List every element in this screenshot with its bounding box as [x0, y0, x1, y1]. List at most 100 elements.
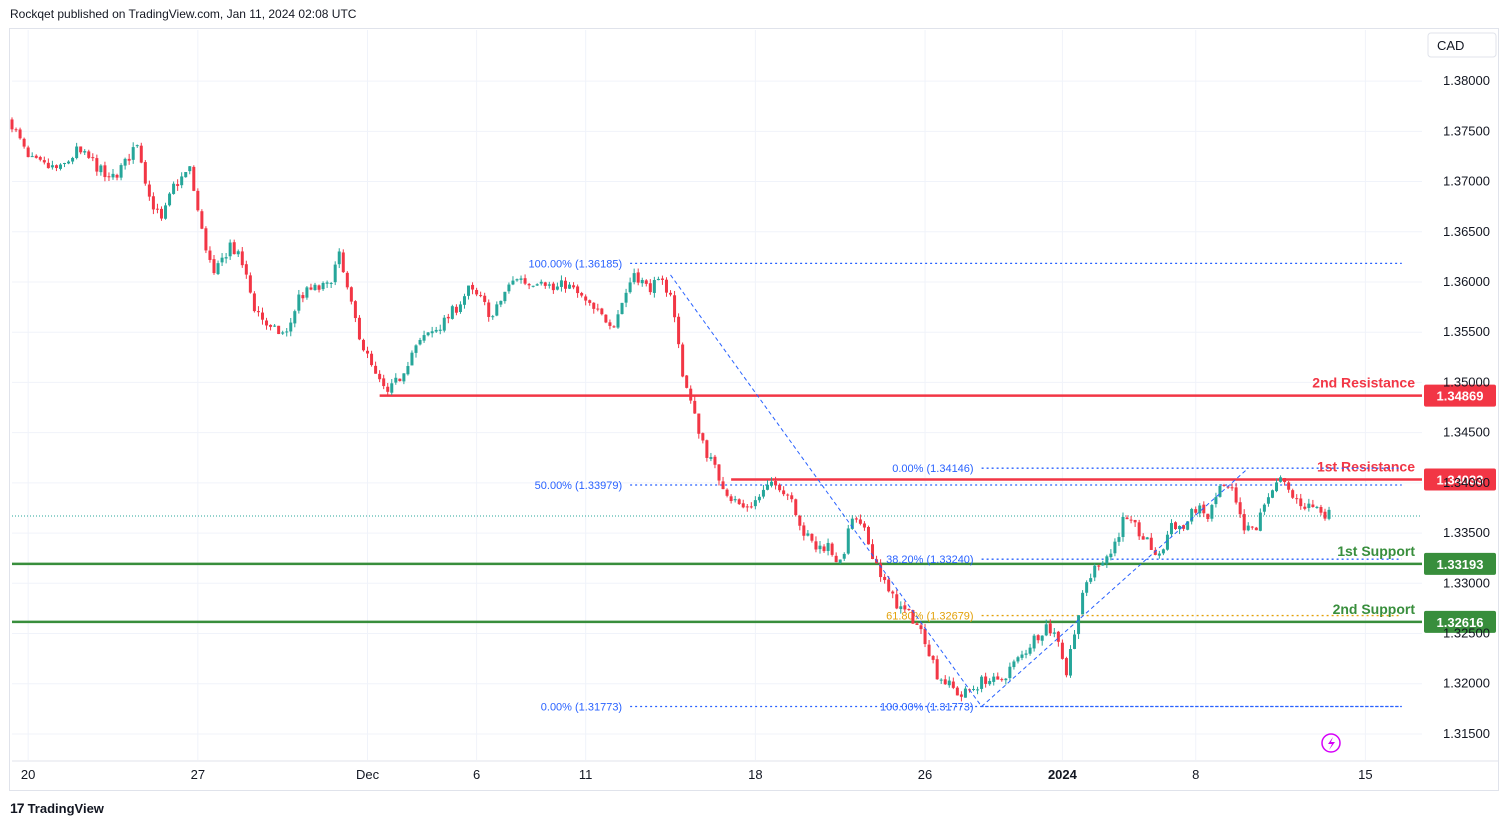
- candle-body: [1315, 506, 1319, 509]
- candle-body: [462, 296, 466, 305]
- candle-body: [426, 332, 430, 336]
- candle-body: [810, 533, 814, 541]
- candle-body: [127, 158, 131, 161]
- candle-body: [1020, 654, 1024, 658]
- candle-body: [511, 280, 515, 285]
- candle-body: [321, 282, 325, 290]
- candle-body: [943, 679, 947, 685]
- candle-body: [519, 278, 523, 280]
- candle-body: [1004, 678, 1008, 681]
- candle-body: [475, 289, 479, 295]
- candle-body: [446, 316, 450, 319]
- fib-level-label: 100.00% (1.36185): [529, 258, 623, 270]
- y-tick-label: 1.36000: [1443, 274, 1490, 289]
- tradingview-brand[interactable]: 17 TradingView: [10, 800, 104, 816]
- candle-body: [232, 242, 236, 255]
- candle-body: [507, 284, 511, 292]
- candle-body: [269, 324, 273, 327]
- candle-body: [656, 278, 660, 281]
- candle-body: [337, 251, 341, 265]
- candle-body: [289, 322, 293, 332]
- candle-body: [911, 610, 915, 624]
- candle-body: [172, 183, 176, 194]
- candle-body: [333, 264, 337, 283]
- candle-body: [107, 176, 111, 178]
- level-price-badge: [1424, 468, 1496, 491]
- candle-body: [1040, 635, 1044, 641]
- candle-body: [188, 166, 192, 172]
- candle-body: [390, 383, 394, 393]
- candle-body: [398, 378, 402, 382]
- candle-body: [1129, 519, 1133, 521]
- candle-body: [479, 295, 483, 297]
- y-tick-label: 1.32500: [1443, 626, 1490, 641]
- candle-body: [495, 304, 499, 316]
- candle-body: [697, 413, 701, 434]
- candle-body: [721, 481, 725, 490]
- candle-body: [1056, 631, 1060, 642]
- candle-body: [26, 147, 30, 158]
- candle-body: [862, 523, 866, 528]
- candle-body: [224, 257, 228, 259]
- candle-body: [256, 311, 260, 313]
- candle-body: [713, 456, 717, 465]
- candle-body: [1101, 562, 1105, 566]
- candle-body: [1153, 550, 1157, 555]
- x-tick-label: 26: [918, 767, 932, 782]
- currency-label: CAD: [1437, 38, 1464, 53]
- candle-body: [151, 196, 155, 210]
- candle-body: [830, 543, 834, 555]
- candle-body: [1149, 537, 1153, 550]
- candle-body: [467, 285, 471, 296]
- candle-body: [139, 145, 143, 163]
- candle-body: [1307, 503, 1311, 508]
- candle-body: [1109, 553, 1113, 558]
- candle-body: [1291, 490, 1295, 498]
- x-tick-label: 8: [1192, 767, 1199, 782]
- candle-body: [729, 496, 733, 502]
- candle-body: [176, 184, 180, 186]
- candle-body: [907, 608, 911, 610]
- candle-body: [1283, 478, 1287, 482]
- x-tick-label: 27: [191, 767, 205, 782]
- level-price-badge: [1424, 552, 1496, 575]
- candle-body: [260, 312, 264, 320]
- candle-body: [1113, 541, 1117, 554]
- candle-body: [866, 526, 870, 545]
- candle-body: [1032, 635, 1036, 649]
- candle-body: [63, 162, 67, 164]
- candle-body: [410, 352, 414, 366]
- candle-body: [1246, 525, 1250, 531]
- candle-body: [382, 378, 386, 387]
- candle-body: [370, 353, 374, 366]
- candle-body: [119, 165, 123, 178]
- candle-body: [159, 208, 163, 219]
- candle-body: [527, 283, 531, 286]
- candle-body: [115, 174, 119, 178]
- candle-body: [1254, 527, 1258, 531]
- candle-body: [576, 286, 580, 294]
- candle-body: [604, 314, 608, 323]
- trend-line: [981, 467, 1249, 707]
- axis-layer: CAD 1.38000 1.37500 1.37000 1.36500 1.36000 1.…: [12, 32, 1498, 782]
- candle-body: [935, 659, 939, 680]
- currency-box: [1427, 32, 1497, 58]
- candle-body: [709, 457, 713, 459]
- fib-level-label: 0.00% (1.31773): [541, 702, 622, 714]
- candle-body: [988, 680, 992, 685]
- candle-body: [313, 284, 317, 291]
- candle-body: [1008, 666, 1012, 679]
- candle-body: [147, 184, 151, 197]
- candle-body: [353, 301, 357, 319]
- candle-body: [996, 676, 1000, 680]
- candle-body: [919, 625, 923, 630]
- candle-body: [761, 489, 765, 497]
- candle-body: [212, 259, 216, 274]
- candle-body: [46, 162, 50, 169]
- candle-body: [1036, 635, 1040, 641]
- candle-body: [693, 400, 697, 414]
- candle-body: [430, 331, 434, 334]
- levels-layer: 2nd Resistance 1.34869 1st Resistance 1.340…: [12, 375, 1496, 633]
- candle-body: [600, 308, 604, 315]
